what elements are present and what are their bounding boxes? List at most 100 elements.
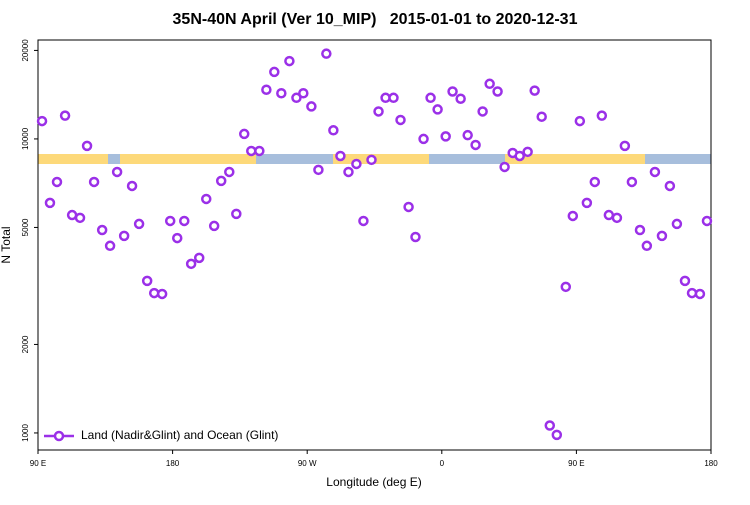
point (193, 252, 205, 264)
point (484, 78, 495, 90)
point (581, 197, 593, 209)
point (261, 84, 272, 95)
x-tick-label: 90 W (298, 459, 317, 468)
y-tick-label: 20000 (21, 39, 30, 62)
point (156, 288, 168, 300)
chart-title: 35N-40N April (Ver 10_MIP) 2015-01-01 to… (173, 11, 578, 28)
point (664, 180, 676, 192)
point (276, 88, 287, 99)
point (589, 176, 601, 188)
point (536, 111, 547, 122)
y-tick-label: 10000 (21, 127, 30, 150)
point (164, 215, 176, 227)
point (403, 201, 414, 213)
point (410, 231, 421, 243)
point (388, 92, 399, 104)
y-tick-label: 2000 (21, 335, 30, 353)
point (59, 110, 71, 121)
point (343, 166, 354, 178)
point (574, 115, 586, 127)
legend-marker (53, 430, 65, 442)
point (104, 240, 116, 252)
point (679, 275, 691, 287)
point (611, 212, 623, 224)
point (96, 224, 108, 236)
point (544, 420, 556, 431)
point (560, 281, 572, 293)
point (215, 175, 227, 187)
y-axis-label: N Total (0, 226, 13, 263)
x-tick-label: 90 E (30, 459, 46, 468)
x-tick-label: 180 (166, 459, 180, 468)
point (44, 197, 56, 209)
point (238, 128, 250, 140)
point (335, 150, 346, 162)
band-land (505, 154, 645, 164)
point (185, 258, 197, 270)
x-tick-label: 90 E (568, 459, 584, 468)
point (567, 210, 579, 222)
x-axis-label: Longitude (deg E) (326, 475, 421, 489)
point (619, 140, 631, 152)
point (36, 115, 48, 127)
point (246, 145, 257, 157)
point (291, 92, 302, 104)
point (470, 139, 481, 151)
point (649, 166, 661, 178)
point (298, 88, 309, 99)
legend-label: Land (Nadir&Glint) and Ocean (Glint) (81, 428, 278, 442)
point (284, 55, 295, 67)
point (395, 114, 406, 126)
point (514, 150, 525, 162)
point (499, 161, 510, 173)
point (171, 232, 183, 244)
point (671, 218, 683, 230)
point (321, 48, 332, 59)
point (529, 85, 540, 96)
y-tick-label: 5000 (21, 218, 30, 236)
point (313, 164, 324, 176)
point (201, 193, 212, 205)
plot-frame (37, 39, 712, 451)
point (328, 125, 339, 136)
point (231, 208, 242, 220)
point (269, 66, 280, 78)
point (425, 92, 436, 104)
point (208, 220, 220, 232)
point (373, 106, 384, 117)
point (701, 215, 713, 227)
point (477, 106, 488, 117)
point (133, 218, 145, 230)
point (306, 101, 317, 112)
point (634, 224, 646, 236)
point (455, 93, 466, 104)
point (126, 180, 138, 192)
point (596, 110, 608, 121)
x-tick-label: 180 (704, 459, 718, 468)
point (641, 240, 653, 252)
point (88, 176, 100, 188)
point (522, 146, 533, 158)
point (656, 230, 668, 242)
point (366, 154, 377, 166)
point (141, 275, 153, 287)
point (603, 209, 615, 221)
band-land (333, 154, 429, 164)
point (358, 215, 369, 227)
point (111, 166, 123, 178)
point (179, 215, 190, 227)
point (118, 230, 130, 242)
point (440, 131, 451, 142)
point (418, 133, 429, 145)
point (51, 176, 63, 188)
point (492, 86, 503, 97)
x-tick-label: 0 (440, 459, 445, 468)
point (432, 104, 443, 115)
point (81, 140, 93, 152)
point (74, 212, 86, 224)
point (626, 176, 638, 188)
point (551, 429, 563, 441)
y-tick-label: 1000 (21, 423, 30, 441)
point (694, 288, 706, 300)
